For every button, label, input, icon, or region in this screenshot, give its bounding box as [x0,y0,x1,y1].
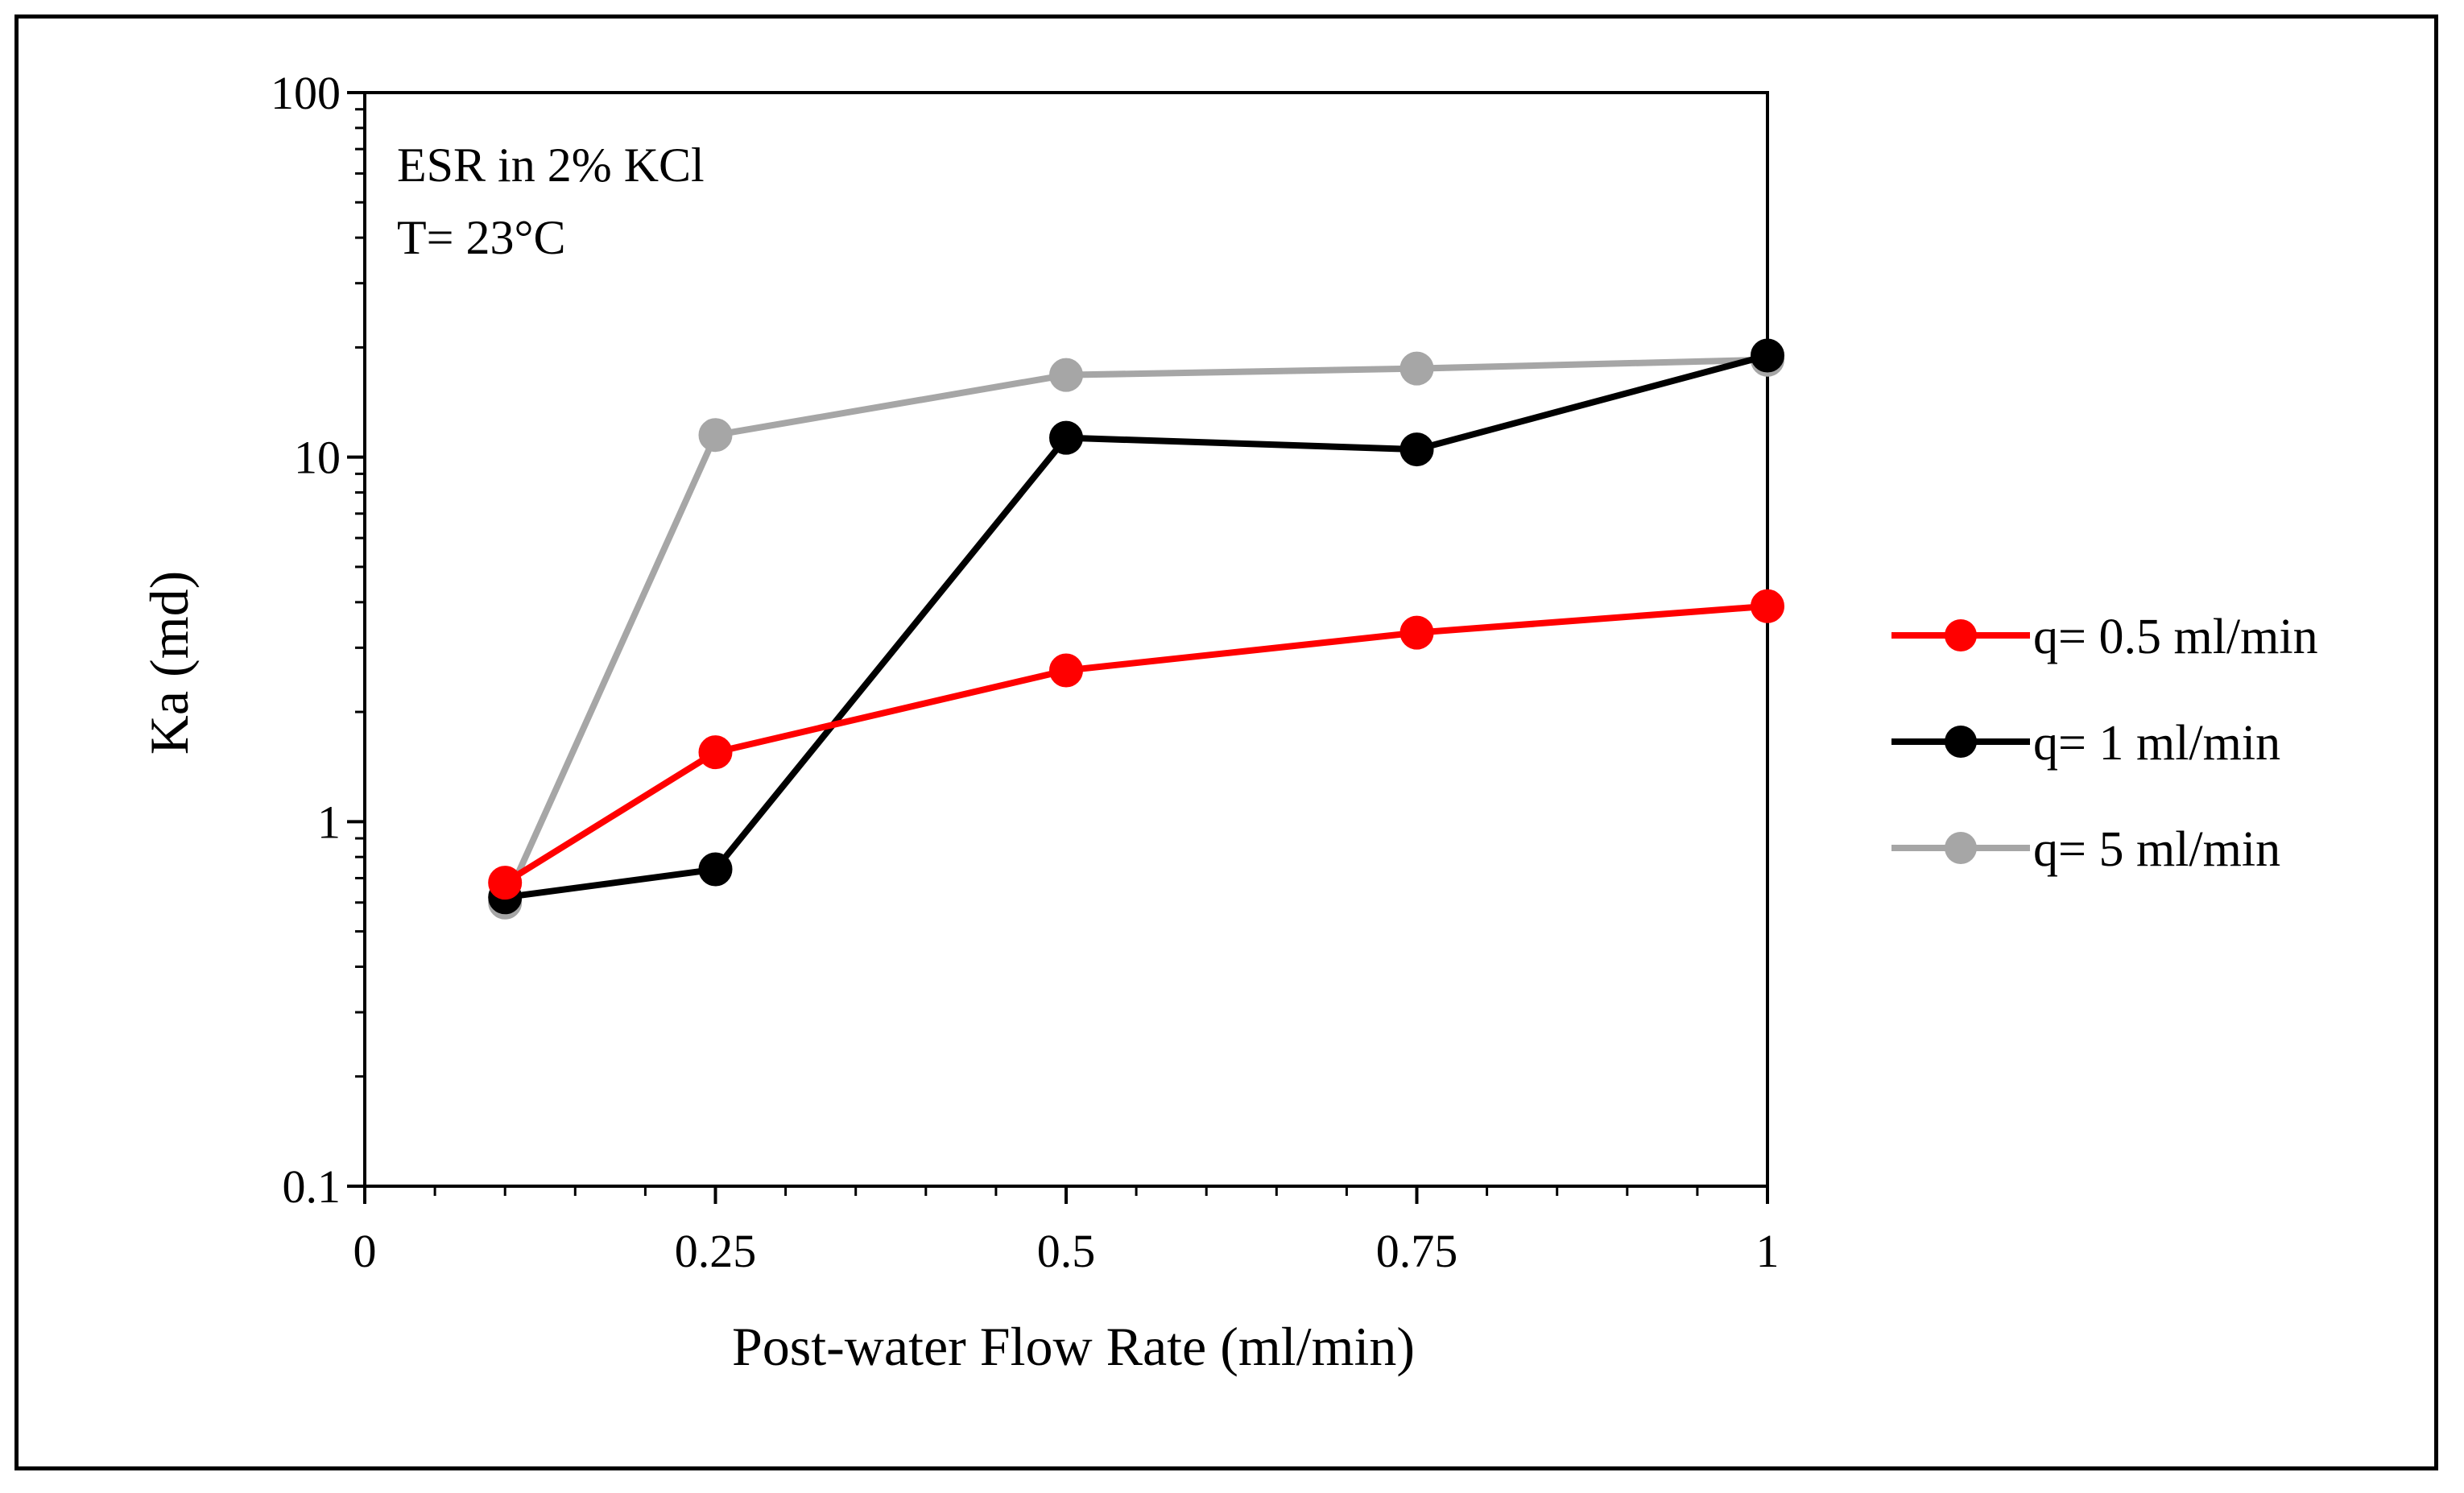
data-point-series-2 [1049,420,1083,455]
plot-area-border [363,91,1769,1188]
x-tick-label: 1 [1756,1225,1780,1277]
chart-frame: 0 0.25 0.5 0.75 1 0.1 1 10 100 ESR in 2% KCl T= … [14,14,2438,1470]
x-tick-label: 0 [353,1225,377,1277]
y-tick-label: 0.1 [283,1160,341,1213]
x-axis-title: Post-water Flow Rate (ml/min) [732,1316,1415,1377]
legend-marker-3 [1945,832,1977,864]
data-point-series-2 [698,852,733,887]
data-point-series-2 [1399,432,1434,467]
legend-label-2: q= 1 ml/min [2033,716,2280,771]
series-line-2 [504,352,1769,901]
chart-svg: 0 0.25 0.5 0.75 1 0.1 1 10 100 ESR in 2% KCl T= … [138,67,2318,1377]
x-tick-label: 0.5 [1037,1225,1096,1277]
y-tick-label: 10 [294,432,341,484]
data-point-series-2 [1751,338,1784,373]
y-tick-label: 1 [317,796,341,848]
series-line-1 [503,602,1768,886]
data-point-series-1 [1751,589,1784,623]
data-point-series-1 [488,866,523,900]
legend-marker-1 [1945,619,1977,651]
y-tick-label: 100 [271,67,341,119]
data-point-series-3 [1399,351,1434,386]
annotation-sample: ESR in 2% KCl [397,139,705,192]
data-point-series-1 [1049,653,1083,688]
annotation-temperature: T= 23°C [397,211,566,264]
data-point-series-1 [1399,615,1434,650]
legend-marker-2 [1945,726,1977,758]
legend-label-3: q= 5 ml/min [2033,822,2280,877]
y-axis-title: Ka (md) [138,571,200,755]
data-point-series-1 [698,735,733,770]
x-tick-label: 0.25 [675,1225,757,1277]
data-point-series-3 [1049,358,1083,392]
data-point-series-3 [698,418,733,453]
legend-label-1: q= 0.5 ml/min [2033,610,2318,664]
x-tick-label: 0.75 [1376,1225,1458,1277]
